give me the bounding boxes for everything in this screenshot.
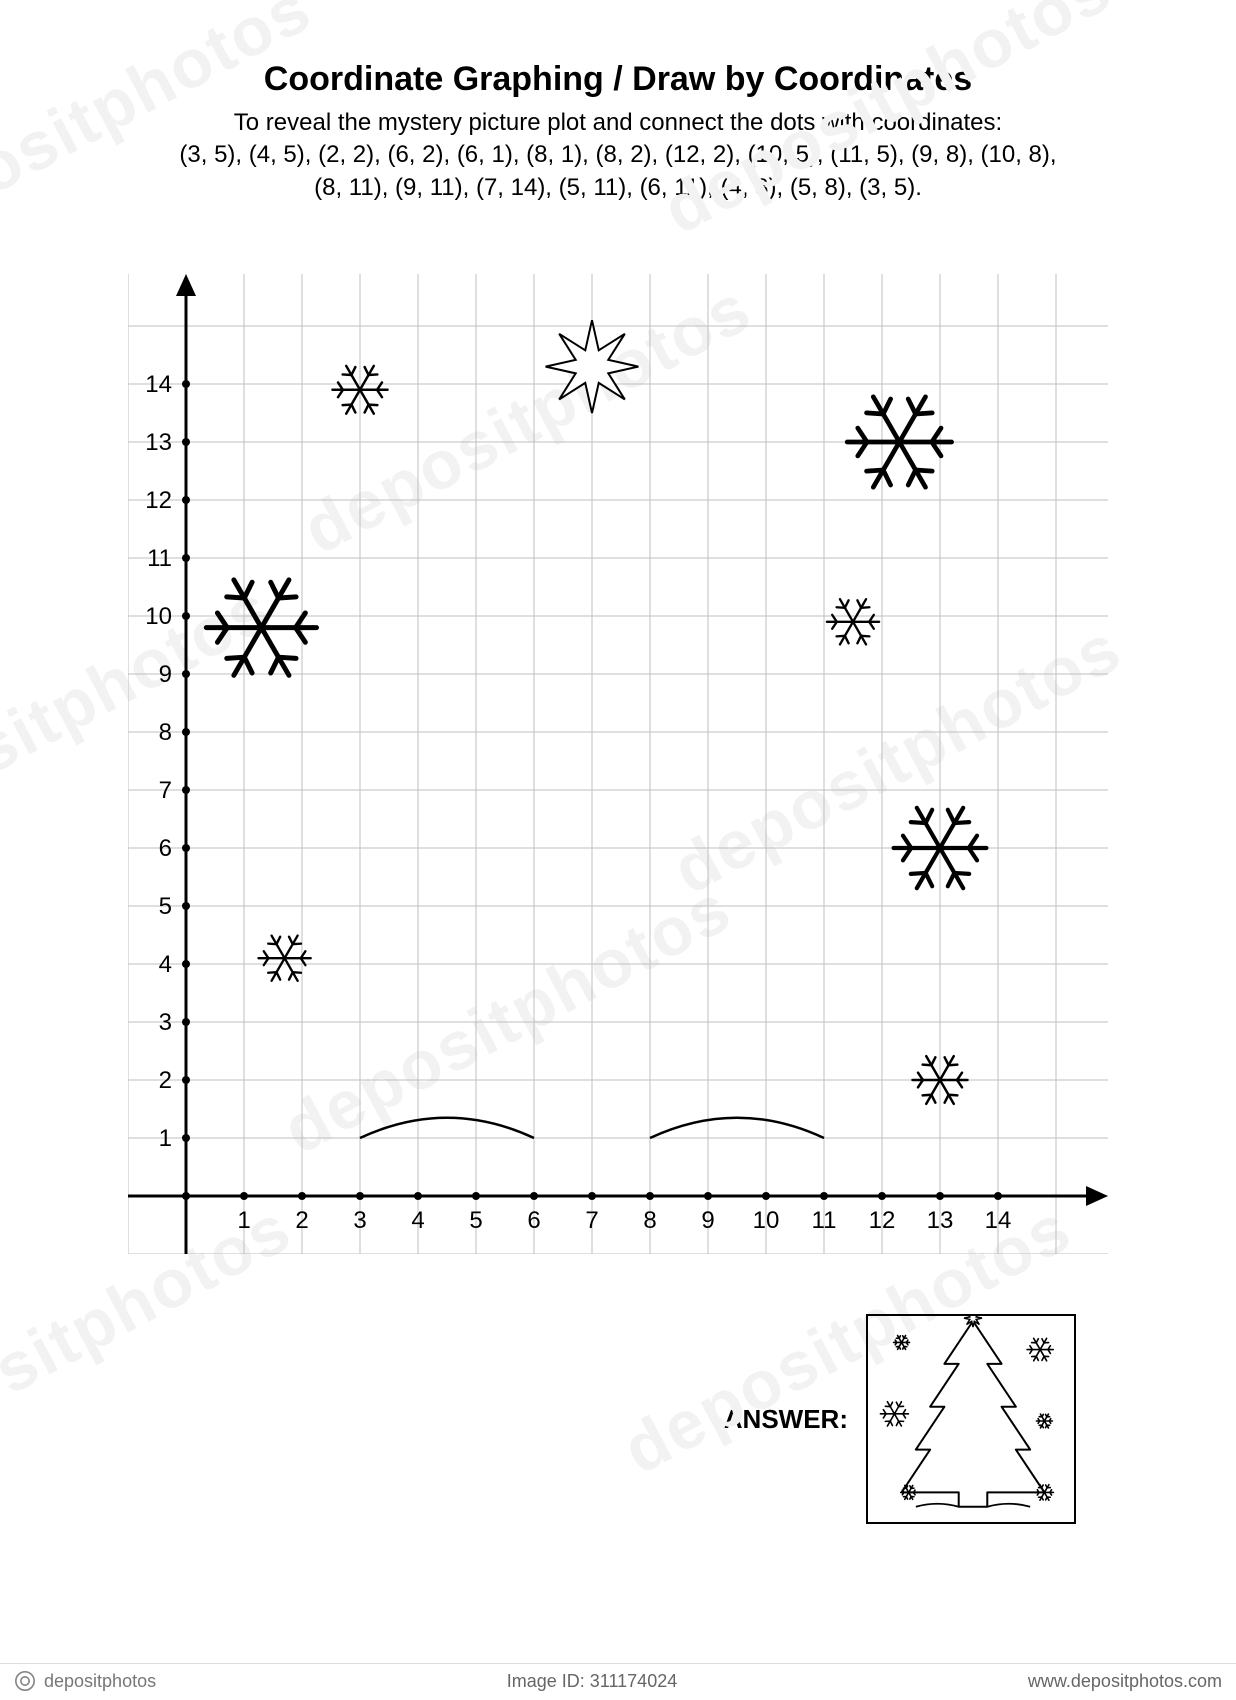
svg-text:13: 13 — [927, 1207, 954, 1234]
svg-text:12: 12 — [869, 1207, 896, 1234]
brand-text: depositphotos — [44, 1671, 156, 1692]
svg-text:4: 4 — [411, 1207, 424, 1234]
answer-svg — [868, 1316, 1078, 1526]
instructions-line-1: To reveal the mystery picture plot and c… — [80, 107, 1156, 139]
camera-icon — [14, 1670, 36, 1692]
svg-text:5: 5 — [469, 1207, 482, 1234]
grid-svg: 12345678910111213141234567891011121314 — [128, 274, 1108, 1254]
svg-text:9: 9 — [159, 661, 172, 688]
svg-text:11: 11 — [812, 1207, 837, 1234]
image-id: Image ID: 311174024 — [507, 1671, 677, 1692]
svg-text:1: 1 — [237, 1207, 250, 1234]
page-title: Coordinate Graphing / Draw by Coordinate… — [80, 60, 1156, 99]
svg-text:8: 8 — [643, 1207, 656, 1234]
svg-text:8: 8 — [159, 719, 172, 746]
svg-text:14: 14 — [145, 371, 172, 398]
svg-text:3: 3 — [159, 1009, 172, 1036]
svg-text:2: 2 — [295, 1207, 308, 1234]
answer-row: ANSWER: — [80, 1314, 1156, 1524]
svg-text:14: 14 — [985, 1207, 1012, 1234]
instructions-line-3: (8, 11), (9, 11), (7, 14), (5, 11), (6, … — [80, 172, 1156, 204]
svg-text:12: 12 — [145, 487, 172, 514]
svg-text:7: 7 — [159, 777, 172, 804]
svg-text:2: 2 — [159, 1067, 172, 1094]
svg-text:6: 6 — [527, 1207, 540, 1234]
svg-text:5: 5 — [159, 893, 172, 920]
svg-text:4: 4 — [159, 951, 172, 978]
svg-text:7: 7 — [585, 1207, 598, 1234]
site-link: www.depositphotos.com — [1028, 1671, 1222, 1692]
answer-label: ANSWER: — [724, 1404, 848, 1435]
svg-text:6: 6 — [159, 835, 172, 862]
svg-text:13: 13 — [145, 429, 172, 456]
svg-text:9: 9 — [701, 1207, 714, 1234]
coordinate-graph: 12345678910111213141234567891011121314 — [128, 274, 1108, 1254]
instructions-line-2: (3, 5), (4, 5), (2, 2), (6, 2), (6, 1), … — [80, 139, 1156, 171]
brand: depositphotos — [14, 1670, 156, 1692]
svg-text:10: 10 — [753, 1207, 780, 1234]
svg-text:1: 1 — [159, 1125, 172, 1152]
svg-text:10: 10 — [145, 603, 172, 630]
svg-text:3: 3 — [353, 1207, 366, 1234]
stock-footer: depositphotos Image ID: 311174024 www.de… — [0, 1663, 1236, 1694]
answer-thumbnail — [866, 1314, 1076, 1524]
instructions: To reveal the mystery picture plot and c… — [80, 107, 1156, 204]
svg-text:11: 11 — [147, 545, 172, 572]
